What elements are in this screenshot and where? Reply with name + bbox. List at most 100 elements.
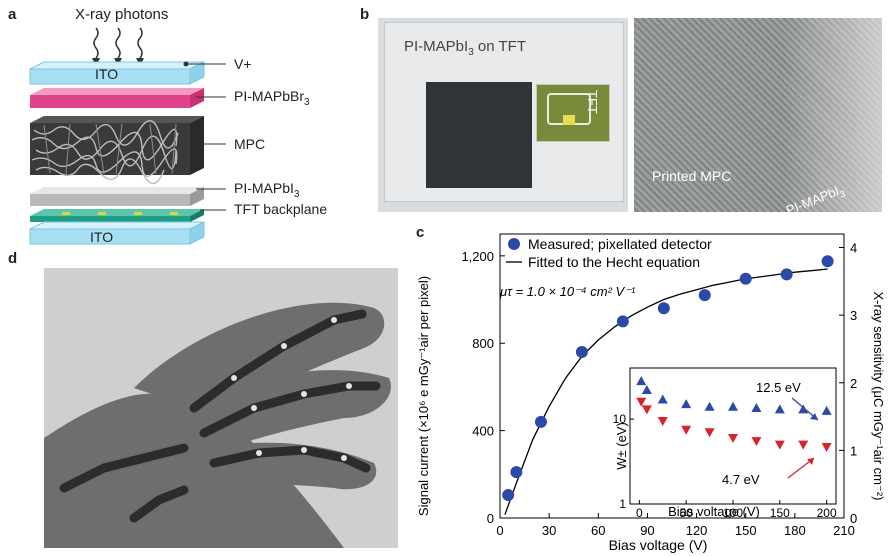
legend-measured: Measured; pixellated detector: [528, 236, 712, 252]
main-axes: [499, 233, 845, 519]
measured-point: [780, 268, 793, 281]
x-tick-label: 60: [591, 523, 605, 538]
main-plot-frame: [499, 233, 845, 519]
x-tick-label: 150: [735, 523, 757, 538]
xray-arrow-1: [93, 27, 99, 59]
x-tick-label: 210: [833, 523, 855, 538]
main-y2label: X-ray sensitivity (μC mGy⁻¹air cm⁻²): [871, 292, 886, 501]
inset-note-arrows: [787, 397, 819, 479]
inset-point-up: [704, 401, 715, 411]
inset-point-up: [821, 405, 832, 415]
photo-left-label: PI-MAPbI3 on TFT: [404, 38, 526, 58]
photo-left-label-sub: 3: [468, 47, 474, 58]
inset-point-up: [641, 385, 652, 395]
inset-y-tick-label: 10: [613, 412, 627, 426]
legend-fit: Fitted to the Hecht equation: [528, 254, 700, 270]
x-tick-label: 90: [640, 523, 654, 538]
y-tick-label: 0: [487, 511, 494, 526]
inset-point-up: [636, 376, 647, 386]
pi-mapbbr3-sub: 3: [304, 96, 310, 108]
tft-microscope-inset: [536, 84, 610, 142]
y2-tick-label: 0: [850, 511, 857, 526]
measured-point: [510, 466, 523, 479]
xray-arrow-2: [115, 27, 121, 59]
panel-d-letter: d: [8, 250, 18, 267]
leader-lines: [183, 61, 226, 211]
measured-points: [502, 255, 834, 502]
pi-mapbbr3-text: PI-MAPbBr: [234, 88, 305, 104]
y-tick-label: 800: [472, 336, 494, 351]
legend-marker-measured: [508, 238, 520, 250]
measured-point: [502, 489, 515, 502]
panel-b-letter: b: [360, 6, 370, 23]
inset-point-up: [774, 404, 785, 414]
pi-mapbbr3-layer: [30, 88, 204, 108]
inset-x-tick-label: 100: [723, 506, 743, 520]
inset-point-down: [774, 440, 785, 450]
layer-stack-diagram: [29, 27, 226, 245]
mpc-layer: [30, 116, 204, 185]
inset-point-down: [728, 433, 738, 443]
y2-tick-label: 4: [850, 241, 857, 256]
inset-point-up: [798, 404, 809, 414]
photo-left-label-pre: PI-MAPbI: [404, 38, 469, 55]
inset-point-down: [751, 437, 762, 447]
pi-mapbi3-label: PI-MAPbI3: [234, 180, 299, 200]
hand-silhouette: [44, 268, 398, 548]
y-tick-label: 400: [472, 424, 494, 439]
pi-mapbi3-text: PI-MAPbI: [234, 180, 294, 196]
inset-note-low: 4.7 eV: [722, 472, 760, 487]
inset-point-down: [636, 397, 647, 407]
inset-x-tick-label: 150: [770, 506, 790, 520]
inset-note-high: 12.5 eV: [756, 380, 801, 395]
pi-mapbi3-layer: [30, 187, 204, 206]
mutau-annotation: μτ = 1.0 × 10⁻⁴ cm² V⁻¹: [499, 284, 636, 299]
inset-point-up: [728, 401, 738, 411]
tft-backplane-label: TFT backplane: [234, 201, 328, 217]
hecht-fit-line: [504, 268, 828, 515]
ito-bottom-layer: [29, 221, 205, 245]
ruler-edge: [784, 18, 882, 212]
mpc-label: MPC: [234, 136, 266, 152]
inset-point-down: [821, 442, 832, 452]
main-xlabel: Bias voltage (V): [609, 537, 708, 553]
inset-point-down: [641, 405, 652, 415]
printed-mpc-label: Printed MPC: [652, 168, 732, 184]
inset-pad: [563, 115, 575, 125]
measured-point: [575, 345, 588, 358]
ito-top-label: ITO: [95, 66, 119, 82]
ito-top-layer: [29, 61, 205, 85]
pi-mapbbr3-label: PI-MAPbBr3: [234, 88, 310, 108]
inset-ylabel: W± (eV): [614, 422, 629, 470]
photo-detector-on-tft: PI-MAPbI3 on TFT TFT: [378, 18, 628, 212]
inset-point-down: [681, 425, 692, 435]
tft-inset-label: TFT: [585, 90, 600, 114]
inset-x-tick-label: 0: [636, 506, 643, 520]
inset-point-up: [751, 403, 762, 413]
vplus-label: V+: [234, 56, 252, 72]
measured-point: [739, 272, 752, 285]
measured-point: [698, 289, 711, 302]
y-tick-label: 1,200: [461, 249, 494, 264]
detector-area: [426, 82, 532, 188]
xray-hand-image: [44, 268, 398, 548]
mpc-texture: [31, 120, 179, 185]
photo-printed-mpc: Printed MPC PI-MAPbI3: [634, 18, 882, 212]
xray-photons-label: X-ray photons: [75, 6, 169, 23]
main-ylabel: Signal current (×10⁶ e mGy⁻¹air per pixe…: [416, 276, 431, 516]
tft-backplane-layer: [30, 209, 204, 222]
measured-point: [534, 415, 547, 428]
inset-point-up: [657, 394, 668, 404]
inset-point-up: [681, 399, 692, 409]
y2-tick-label: 1: [850, 443, 857, 458]
xray-arrow-3: [137, 27, 143, 59]
x-tick-label: 180: [784, 523, 806, 538]
x-tick-label: 120: [686, 523, 708, 538]
xray-arrows: [93, 27, 143, 59]
joint-gaps: [231, 317, 352, 461]
x-tick-label: 0: [496, 523, 503, 538]
inset-point-down: [704, 428, 715, 438]
inset-point-down: [657, 417, 668, 427]
inset-xlabel: Bias voltage (V): [668, 504, 760, 519]
inset-x-tick-label: 50: [680, 506, 694, 520]
